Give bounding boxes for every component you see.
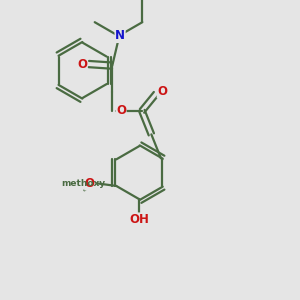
- Text: methoxy: methoxy: [61, 179, 106, 188]
- Text: N: N: [115, 29, 125, 42]
- Text: O: O: [116, 104, 126, 117]
- Text: OH: OH: [129, 213, 149, 226]
- Text: O: O: [77, 58, 87, 70]
- Text: O: O: [85, 177, 95, 190]
- Text: O: O: [157, 85, 167, 98]
